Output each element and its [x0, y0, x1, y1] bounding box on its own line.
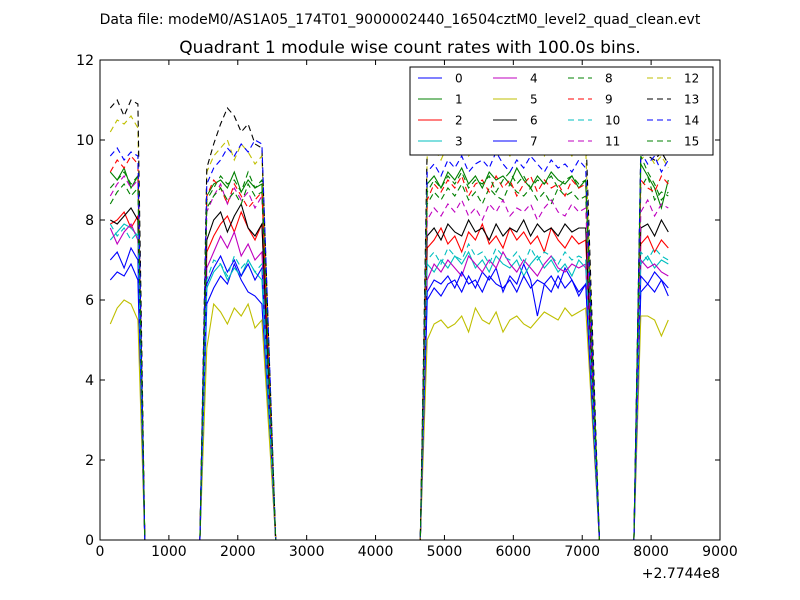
- legend-label-2: 2: [455, 114, 463, 128]
- series-line-5: [109, 299, 669, 541]
- series-line-0: [109, 262, 669, 541]
- series-line-4: [109, 222, 669, 541]
- series-line-10: [109, 223, 669, 541]
- series-line-6: [110, 202, 669, 541]
- y-tick-label: 0: [85, 533, 94, 549]
- series-line-1: [109, 162, 669, 541]
- tick-layer: 0 1000 2000 3000 4000 5000 6000 7000 8000 9000 0 2 4…: [76, 53, 738, 560]
- x-tick-label: 4000: [358, 544, 394, 560]
- legend-label-15: 15: [684, 135, 699, 149]
- suptitle: Data file: modeM0/AS1A05_174T01_90000024…: [100, 12, 701, 28]
- legend-label-8: 8: [605, 72, 613, 86]
- legend-label-4: 4: [530, 72, 538, 86]
- legend-label-11: 11: [605, 135, 620, 149]
- y-tick-label: 10: [76, 133, 94, 149]
- series-line-9: [109, 155, 669, 541]
- x-offset-label: +2.7744e8: [642, 566, 720, 582]
- x-tick-label: 3000: [289, 544, 325, 560]
- y-tick-label: 2: [85, 453, 94, 469]
- series-line-2: [110, 210, 669, 541]
- series-line-14: [109, 139, 669, 541]
- series-line-11: [109, 175, 669, 541]
- legend-label-0: 0: [455, 72, 463, 86]
- x-tick-label: 6000: [496, 544, 532, 560]
- x-tick-label: 5000: [427, 544, 463, 560]
- series-line-3: [109, 223, 669, 541]
- y-tick-label: 4: [85, 373, 94, 389]
- series-line-7: [109, 246, 669, 541]
- x-tick-label: 9000: [702, 544, 738, 560]
- chart-title: Quadrant 1 module wise count rates with …: [179, 38, 640, 58]
- x-tick-label: 1000: [151, 544, 187, 560]
- x-tick-label: 7000: [564, 544, 600, 560]
- legend-label-12: 12: [684, 72, 699, 86]
- y-tick-label: 12: [76, 53, 94, 69]
- y-tick-label: 8: [85, 213, 94, 229]
- legend-label-5: 5: [530, 93, 538, 107]
- series-line-8: [109, 170, 669, 541]
- legend-label-3: 3: [455, 135, 463, 149]
- legend-label-9: 9: [605, 93, 613, 107]
- x-tick-label: 8000: [633, 544, 669, 560]
- legend-label-7: 7: [530, 135, 538, 149]
- legend-label-10: 10: [605, 114, 620, 128]
- x-tick-label: 0: [96, 544, 105, 560]
- legend-label-13: 13: [684, 93, 699, 107]
- series-line-12: [109, 115, 669, 541]
- series-line-15: [109, 155, 669, 541]
- x-tick-label: 2000: [220, 544, 256, 560]
- series-layer: [109, 98, 669, 541]
- legend-label-1: 1: [455, 93, 463, 107]
- legend-box: [409, 66, 714, 156]
- legend-label-14: 14: [684, 114, 699, 128]
- y-tick-label: 6: [85, 293, 94, 309]
- legend-label-6: 6: [530, 114, 538, 128]
